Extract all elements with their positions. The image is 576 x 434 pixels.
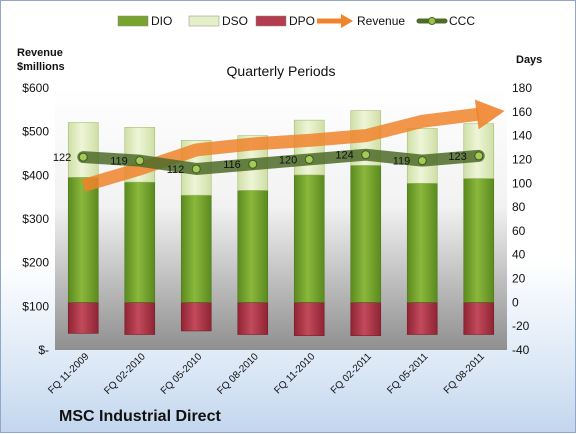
right-axis: -40 -20 0 20 40 60 80 100 120 140 160 180 [512, 81, 532, 357]
left-tick-label: $400 [22, 168, 49, 182]
x-tick-label: FQ 11-2009 [46, 351, 91, 396]
plot-area [55, 88, 507, 350]
right-tick-label: 60 [512, 224, 526, 238]
x-tick-label: FQ 08-2010 [215, 351, 261, 397]
ccc-data-label: 123 [448, 151, 466, 163]
dio-bar [237, 190, 269, 303]
chart-title: Quarterly Periods [227, 63, 336, 79]
ccc-line [77, 148, 485, 175]
legend-label-revenue: Revenue [357, 14, 405, 28]
legend-swatch-dpo [255, 15, 287, 27]
x-tick-label: FQ 02-2010 [102, 351, 148, 397]
dio-bar [124, 181, 156, 303]
x-axis: FQ 11-2009 FQ 02-2010 FQ 05-2010 FQ 08-2010… [46, 351, 487, 397]
left-tick-label: $300 [22, 212, 49, 226]
ccc-data-label: 119 [393, 156, 411, 168]
ccc-data-label: 112 [167, 164, 185, 176]
ccc-point [474, 151, 484, 161]
dio-bar [180, 194, 212, 303]
ccc-point [135, 156, 145, 166]
x-tick-label: FQ 08-2011 [442, 351, 487, 396]
legend-label-dso: DSO [222, 14, 248, 28]
left-tick-label: $200 [22, 256, 49, 270]
right-tick-label: -20 [512, 319, 530, 333]
ccc-point [191, 164, 201, 174]
right-tick-label: 160 [512, 105, 532, 119]
dio-bar [350, 165, 382, 303]
right-axis-title: Days [516, 54, 542, 66]
left-tick-label: $100 [22, 299, 49, 313]
dio-bar [406, 182, 438, 303]
ccc-data-label: 124 [335, 150, 353, 162]
dpo-bar [180, 302, 212, 332]
ccc-point [78, 152, 88, 162]
ccc-point [417, 156, 427, 166]
left-tick-label: $500 [22, 125, 49, 139]
right-tick-label: 20 [512, 272, 526, 286]
ccc-point [361, 150, 371, 160]
dpo-bar [67, 302, 99, 334]
legend-swatch-dso [188, 15, 220, 27]
ccc-point [248, 159, 258, 169]
left-axis: $- $100 $200 $300 $400 $500 $600 [22, 81, 49, 357]
ccc-data-label: 116 [223, 159, 241, 171]
left-axis-title-line1: Revenue [17, 47, 63, 59]
ccc-series: 122 119 112 116 120 124 119 123 [53, 148, 485, 176]
dio-bar [463, 178, 495, 303]
legend: DIO DSO DPO Revenue CCC [117, 14, 475, 28]
x-tick-label: FQ 05-2011 [385, 351, 430, 396]
x-tick-label: FQ 02-2011 [329, 351, 374, 396]
right-tick-label: 140 [512, 129, 532, 143]
right-tick-label: 40 [512, 248, 526, 262]
dpo-bar [463, 302, 495, 335]
right-tick-label: 120 [512, 152, 532, 166]
legend-label-ccc: CCC [449, 14, 475, 28]
dpo-bar [350, 302, 382, 337]
left-tick-label: $600 [22, 81, 49, 95]
left-tick-label: $- [38, 343, 49, 357]
x-tick-label: FQ 05-2010 [159, 351, 205, 397]
legend-ccc-marker [428, 17, 436, 25]
company-name: MSC Industrial Direct [59, 408, 221, 425]
dso-bar [67, 122, 99, 178]
dpo-bar [406, 302, 438, 335]
legend-label-dio: DIO [151, 14, 172, 28]
legend-swatch-dio [117, 15, 149, 27]
x-tick-label: FQ 11-2010 [272, 351, 317, 396]
ccc-point [304, 154, 314, 164]
left-axis-title-line2: $millions [17, 61, 65, 73]
right-tick-label: 180 [512, 81, 532, 95]
right-tick-label: 0 [512, 295, 519, 309]
legend-label-dpo: DPO [289, 14, 315, 28]
dio-bar [293, 174, 325, 303]
dpo-bar [293, 302, 325, 337]
revenue-arrowhead [474, 99, 505, 130]
right-tick-label: 80 [512, 200, 526, 214]
dio-bar [67, 177, 99, 303]
right-tick-label: 100 [512, 176, 532, 190]
dpo-bar [124, 302, 156, 335]
right-tick-label: -40 [512, 343, 530, 357]
ccc-data-label: 119 [110, 156, 128, 168]
ccc-data-label: 122 [53, 152, 71, 164]
legend-revenue-arrowhead [341, 14, 353, 28]
ccc-data-label: 120 [279, 154, 297, 166]
dpo-bar [237, 302, 269, 335]
